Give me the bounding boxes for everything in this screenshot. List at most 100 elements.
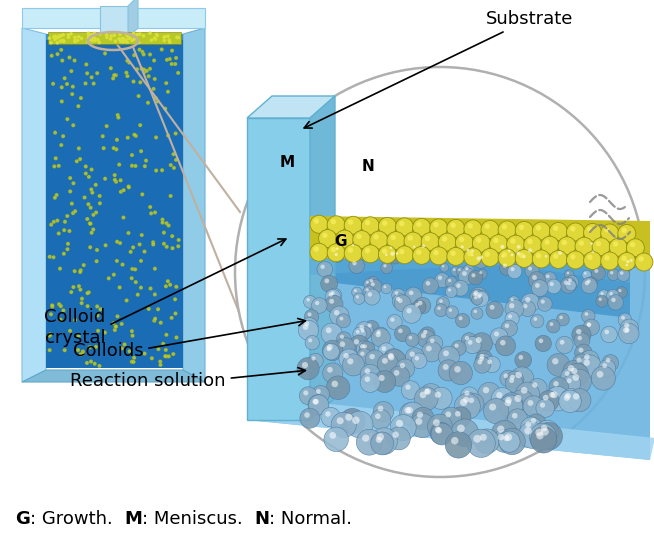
Circle shape: [103, 177, 107, 181]
Circle shape: [302, 362, 308, 368]
Circle shape: [565, 280, 576, 291]
Circle shape: [420, 392, 426, 398]
Circle shape: [334, 310, 339, 315]
Circle shape: [409, 336, 412, 340]
Circle shape: [139, 149, 143, 153]
Circle shape: [96, 38, 99, 42]
Circle shape: [505, 312, 519, 326]
Circle shape: [77, 104, 80, 108]
Circle shape: [305, 335, 319, 350]
Circle shape: [339, 233, 345, 239]
Circle shape: [532, 222, 550, 240]
Circle shape: [551, 392, 558, 398]
Circle shape: [451, 222, 456, 228]
Circle shape: [411, 353, 427, 369]
Circle shape: [66, 242, 70, 246]
Circle shape: [164, 354, 167, 358]
Circle shape: [308, 395, 328, 415]
Circle shape: [571, 368, 577, 374]
Circle shape: [422, 245, 425, 248]
Circle shape: [170, 234, 174, 238]
Circle shape: [438, 360, 459, 381]
Circle shape: [467, 429, 495, 457]
Circle shape: [392, 431, 399, 438]
Circle shape: [382, 220, 387, 226]
Circle shape: [572, 374, 579, 381]
Circle shape: [517, 245, 521, 249]
Circle shape: [502, 252, 507, 258]
Circle shape: [48, 36, 51, 40]
Circle shape: [500, 253, 509, 262]
Circle shape: [477, 253, 489, 265]
Polygon shape: [46, 40, 183, 368]
Circle shape: [394, 295, 411, 312]
Circle shape: [413, 218, 430, 237]
Circle shape: [464, 248, 482, 266]
Circle shape: [500, 340, 506, 346]
Circle shape: [505, 400, 511, 406]
Circle shape: [445, 431, 472, 458]
Circle shape: [479, 356, 484, 361]
Circle shape: [515, 372, 522, 378]
Circle shape: [496, 336, 515, 356]
Circle shape: [529, 423, 557, 450]
Circle shape: [635, 253, 653, 271]
Circle shape: [383, 264, 387, 267]
Circle shape: [56, 52, 60, 56]
Circle shape: [116, 314, 120, 319]
Circle shape: [579, 348, 583, 353]
Circle shape: [511, 298, 513, 301]
Circle shape: [621, 255, 627, 261]
Circle shape: [587, 323, 591, 327]
Circle shape: [549, 222, 568, 240]
Circle shape: [173, 298, 177, 301]
Circle shape: [478, 382, 500, 405]
Circle shape: [566, 223, 585, 241]
Circle shape: [133, 267, 137, 272]
Circle shape: [583, 252, 602, 269]
Circle shape: [610, 238, 627, 256]
Circle shape: [298, 320, 318, 340]
Circle shape: [528, 272, 545, 289]
Circle shape: [498, 249, 516, 267]
Circle shape: [448, 288, 451, 292]
Circle shape: [94, 345, 98, 349]
Circle shape: [309, 395, 329, 415]
Text: G: G: [334, 234, 347, 249]
Circle shape: [114, 73, 118, 77]
Circle shape: [572, 354, 591, 372]
Circle shape: [506, 397, 512, 403]
Circle shape: [455, 394, 480, 420]
Circle shape: [361, 217, 379, 235]
Circle shape: [532, 250, 550, 268]
Circle shape: [584, 354, 589, 360]
Circle shape: [458, 268, 475, 285]
Circle shape: [48, 255, 52, 259]
Circle shape: [365, 368, 370, 374]
Circle shape: [568, 278, 572, 282]
Circle shape: [468, 223, 473, 228]
Circle shape: [112, 146, 116, 150]
Circle shape: [460, 399, 468, 406]
Circle shape: [396, 296, 400, 301]
Circle shape: [536, 420, 559, 443]
Circle shape: [86, 291, 90, 295]
Circle shape: [71, 181, 75, 185]
Circle shape: [525, 264, 539, 278]
Circle shape: [339, 349, 359, 369]
Polygon shape: [22, 370, 205, 382]
Circle shape: [81, 349, 85, 354]
Circle shape: [415, 418, 422, 425]
Circle shape: [598, 298, 602, 301]
Circle shape: [471, 254, 473, 256]
Circle shape: [567, 369, 591, 394]
Circle shape: [117, 37, 121, 40]
Circle shape: [579, 240, 584, 246]
Circle shape: [62, 228, 66, 232]
Circle shape: [166, 279, 170, 283]
Circle shape: [443, 364, 449, 370]
Circle shape: [473, 291, 489, 307]
Circle shape: [481, 220, 499, 238]
Circle shape: [48, 334, 52, 338]
Circle shape: [367, 276, 379, 289]
